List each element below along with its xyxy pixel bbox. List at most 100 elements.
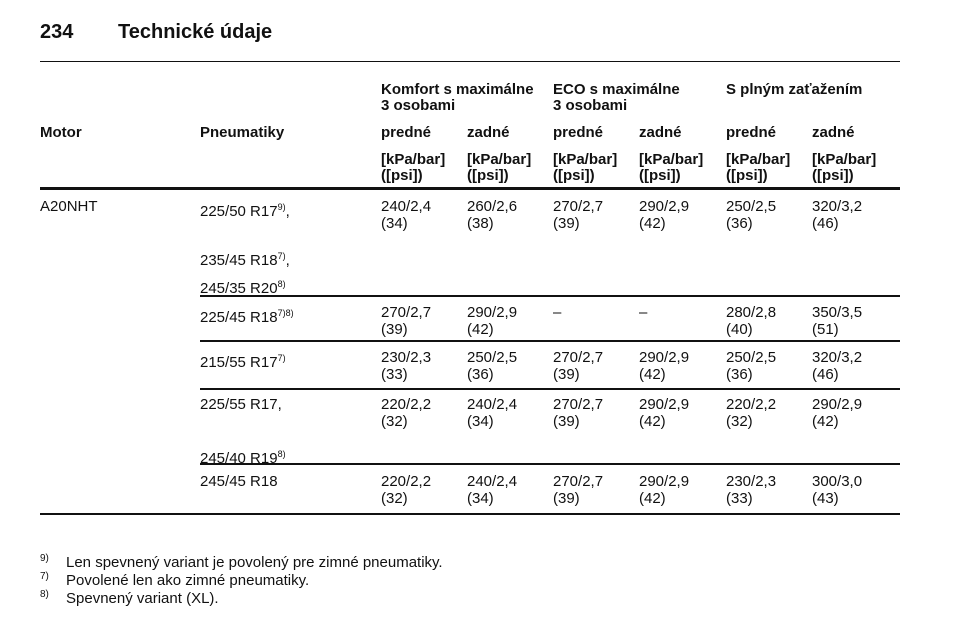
footnote-mark: 8) — [40, 589, 49, 600]
motor-header: Motor — [40, 124, 82, 141]
pressure-value: 240/2,4 — [467, 396, 518, 413]
pressure-value: (42) — [812, 413, 839, 430]
pressure-value: (42) — [639, 215, 666, 232]
footnote-text: Povolené len ako zimné pneumatiky. — [66, 572, 310, 589]
position-header: zadné — [812, 124, 855, 141]
pressure-value: (34) — [381, 215, 408, 232]
footnote-ref: 8) — [277, 449, 286, 459]
pressure-value: (39) — [553, 490, 580, 507]
pressure-value: (34) — [467, 413, 494, 430]
pressure-value: (39) — [553, 215, 580, 232]
footnote-ref: 7)8) — [277, 308, 294, 318]
pressure-value: (36) — [467, 366, 494, 383]
pressure-value: – — [553, 304, 562, 321]
pressure-value: – — [639, 304, 648, 321]
pressure-value: 290/2,9 — [639, 473, 690, 490]
group-header: 3 osobami — [381, 97, 456, 114]
tire-text: 215/55 R17 — [200, 354, 278, 371]
pressure-value: 320/3,2 — [812, 198, 863, 215]
pressure-value: 260/2,6 — [467, 198, 518, 215]
row-rule — [40, 513, 900, 515]
pressure-value: 280/2,8 — [726, 304, 777, 321]
unit-header: ([psi]) — [812, 167, 854, 184]
pressure-value: (40) — [726, 321, 753, 338]
unit-header: ([psi]) — [381, 167, 423, 184]
pressure-value: (32) — [726, 413, 753, 430]
pressure-value: 220/2,2 — [381, 396, 432, 413]
position-header: zadné — [639, 124, 682, 141]
pressure-value: (36) — [726, 215, 753, 232]
unit-header: ([psi]) — [639, 167, 681, 184]
pressure-value: 270/2,7 — [553, 396, 604, 413]
tire-text: 245/45 R18 — [200, 473, 278, 490]
table-head-rule — [40, 187, 900, 190]
pressure-value: 350/3,5 — [812, 304, 863, 321]
tire-text: 225/45 R18 — [200, 309, 278, 326]
pressure-value: (34) — [467, 490, 494, 507]
tire-text: 225/55 R17 — [200, 396, 278, 413]
position-header: predné — [553, 124, 604, 141]
pressure-value: (42) — [467, 321, 494, 338]
pressure-value: (46) — [812, 215, 839, 232]
unit-header: [kPa/bar] — [553, 151, 618, 168]
pressure-value: 270/2,7 — [553, 349, 604, 366]
footnote-ref: 7) — [277, 353, 286, 363]
footnote-text: Len spevnený variant je povolený pre zim… — [66, 554, 443, 571]
tire-size: 245/45 R18 — [200, 474, 278, 490]
pressure-value: 270/2,7 — [553, 473, 604, 490]
tire-suffix: , — [285, 252, 290, 269]
unit-header: [kPa/bar] — [381, 151, 446, 168]
pressure-value: 290/2,9 — [467, 304, 518, 321]
pressure-value: 240/2,4 — [381, 198, 432, 215]
pressure-value: 250/2,5 — [726, 198, 777, 215]
group-header: Komfort s maximálne — [381, 81, 534, 98]
pressure-value: (39) — [553, 413, 580, 430]
pressure-value: 220/2,2 — [381, 473, 432, 490]
pressure-value: (42) — [639, 413, 666, 430]
unit-header: [kPa/bar] — [726, 151, 791, 168]
position-header: predné — [381, 124, 432, 141]
pressure-value: 300/3,0 — [812, 473, 863, 490]
unit-header: ([psi]) — [467, 167, 509, 184]
unit-header: [kPa/bar] — [467, 151, 532, 168]
unit-header: ([psi]) — [553, 167, 595, 184]
pressure-value: (39) — [381, 321, 408, 338]
unit-header: [kPa/bar] — [639, 151, 704, 168]
tire-size: 235/45 R187), — [200, 248, 290, 269]
position-header: predné — [726, 124, 777, 141]
footnote-ref: 8) — [277, 279, 286, 289]
tire-size: 245/35 R208) — [200, 276, 286, 297]
tire-size: 245/40 R198) — [200, 446, 286, 467]
tire-size: 225/50 R179), — [200, 199, 290, 220]
row-rule — [200, 463, 900, 465]
pressure-value: (33) — [726, 490, 753, 507]
tire-text: 245/35 R20 — [200, 280, 278, 297]
pressure-value: 250/2,5 — [726, 349, 777, 366]
group-header: ECO s maximálne — [553, 81, 680, 98]
footnote-mark: 9) — [40, 553, 49, 564]
group-header: 3 osobami — [553, 97, 628, 114]
tire-text: 235/45 R18 — [200, 252, 278, 269]
pressure-value: 230/2,3 — [726, 473, 777, 490]
pressure-value: 320/3,2 — [812, 349, 863, 366]
tire-suffix: , — [285, 203, 290, 220]
pressure-value: 220/2,2 — [726, 396, 777, 413]
page-title: Technické údaje — [118, 21, 273, 43]
pressure-value: 250/2,5 — [467, 349, 518, 366]
row-rule — [200, 340, 900, 342]
footnote-ref: 9) — [277, 202, 286, 212]
pressure-value: (51) — [812, 321, 839, 338]
pressure-value: (33) — [381, 366, 408, 383]
pressure-value: (42) — [639, 490, 666, 507]
pressure-value: (39) — [553, 366, 580, 383]
footnote-mark: 7) — [40, 571, 49, 582]
pressure-value: (32) — [381, 490, 408, 507]
tire-text: 225/50 R17 — [200, 203, 278, 220]
motor: A20NHT — [40, 198, 98, 215]
tire-suffix: , — [277, 396, 282, 413]
pressure-value: (42) — [639, 366, 666, 383]
pressure-value: (32) — [381, 413, 408, 430]
header-rule — [40, 61, 900, 62]
tire-size: 225/55 R17, — [200, 397, 282, 413]
